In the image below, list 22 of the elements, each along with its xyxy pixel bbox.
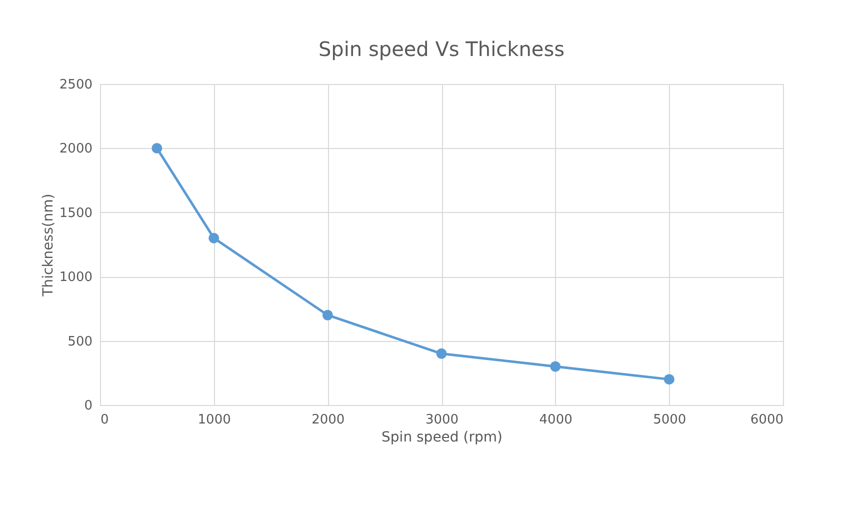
- point: [152, 142, 162, 154]
- x-tick-label: 6000: [750, 412, 784, 428]
- y-tick-label: 500: [68, 334, 92, 350]
- x-tick-label: 4000: [539, 412, 572, 428]
- point: [208, 232, 220, 244]
- y-tick-label: 2500: [59, 78, 92, 92]
- y-axis-title: Thickness(nm): [40, 194, 56, 298]
- x-axis-title: Spin speed (rpm): [382, 430, 502, 446]
- y-tick-label: 1000: [59, 270, 92, 286]
- point: [550, 361, 561, 372]
- point: [436, 348, 447, 359]
- x-tick-label: 3000: [425, 412, 459, 428]
- point: [322, 310, 333, 320]
- y-tick-label: 0: [84, 398, 92, 414]
- chart-title: Spin speed Vs Thickness: [318, 37, 565, 61]
- y-tick-label: 1500: [59, 206, 92, 221]
- x-tick-label: 2000: [312, 412, 345, 428]
- y-tick-label: 2000: [59, 142, 92, 157]
- x-tick-label: 1000: [198, 412, 231, 428]
- point: [664, 374, 674, 385]
- x-tick-label: 0: [100, 412, 109, 428]
- x-tick-label: 5000: [653, 412, 686, 428]
